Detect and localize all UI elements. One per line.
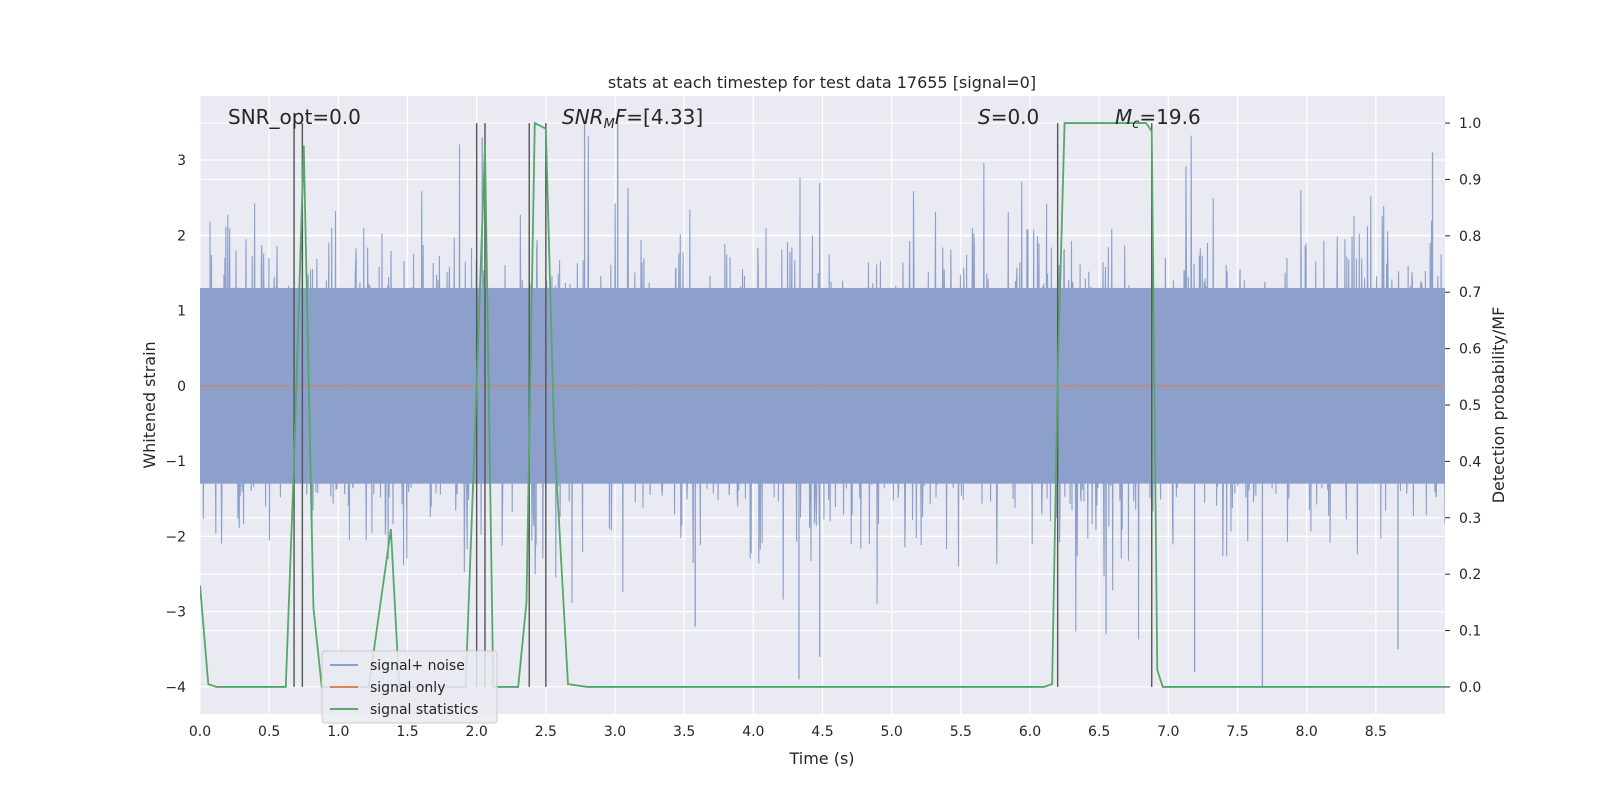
y-tick-label: −3	[165, 605, 186, 621]
x-tick-label: 5.0	[881, 724, 903, 740]
x-tick-label: 0.5	[258, 724, 280, 740]
annotation-mc: Mc=19.6	[1115, 105, 1201, 132]
legend: signal+ noise signal only signal statist…	[321, 650, 498, 724]
y-tick-label: −1	[165, 454, 186, 470]
y2-tick-label: 0.4	[1459, 454, 1481, 470]
snr-mf-subscript: M	[604, 117, 615, 132]
x-tick-label: 2.0	[466, 724, 488, 740]
y-tick-label: 3	[177, 153, 186, 169]
y2-tick-label: 0.9	[1459, 172, 1481, 188]
y2-tick-label: 0.2	[1459, 567, 1481, 583]
y2-tick-label: 0.1	[1459, 624, 1481, 640]
y-tick-label: −2	[165, 529, 186, 545]
y2-tick-label: 0.7	[1459, 285, 1481, 301]
legend-label-signal-noise: signal+ noise	[370, 658, 465, 674]
x-tick-label: 8.0	[1296, 724, 1318, 740]
x-tick-label: 2.5	[535, 724, 557, 740]
mc-symbol: M	[1115, 105, 1132, 129]
y2-tick-label: 0.3	[1459, 511, 1481, 527]
y2-tick-label: 1.0	[1459, 116, 1481, 132]
x-tick-label: 4.5	[811, 724, 833, 740]
y-tick-label: −4	[165, 680, 186, 696]
s-value: =0.0	[991, 105, 1040, 129]
x-tick-label: 5.5	[950, 724, 972, 740]
x-tick-label: 3.0	[604, 724, 626, 740]
snr-mf-f: F	[615, 105, 627, 129]
x-tick-label: 1.0	[327, 724, 349, 740]
x-tick-label: 7.0	[1157, 724, 1179, 740]
series-signal-statistics	[200, 121, 1445, 688]
annotation-s: S=0.0	[978, 105, 1039, 129]
y2-tick-label: 0.5	[1459, 398, 1481, 414]
legend-label-signal-statistics: signal statistics	[370, 702, 478, 718]
y-tick-label: 2	[177, 228, 186, 244]
s-symbol: S	[978, 105, 991, 129]
x-tick-label: 0.0	[189, 724, 211, 740]
x-tick-labels: 0.0 0.5 1.0 1.5 2.0 2.5 3.0 3.5 4.0 4.5 5.0 5.5 6.0 6…	[189, 724, 1387, 740]
y2-tick-labels: 1.0 0.9 0.8 0.7 0.6 0.5 0.4 0.3 0.2 0.1 0.0	[1445, 116, 1481, 696]
legend-label-signal-only: signal only	[370, 680, 445, 696]
x-tick-label: 4.0	[742, 724, 764, 740]
x-tick-label: 1.5	[396, 724, 418, 740]
x-tick-label: 6.0	[1019, 724, 1041, 740]
x-tick-label: 7.5	[1226, 724, 1248, 740]
y-tick-labels: 3 2 1 0 −1 −2 −3 −4	[165, 153, 186, 696]
chart-title: stats at each timestep for test data 176…	[608, 73, 1036, 92]
snr-mf-symbol: SNR	[562, 105, 604, 129]
y-tick-label: 1	[177, 304, 186, 320]
plot-area	[200, 121, 1445, 688]
y2-tick-label: 0.8	[1459, 229, 1481, 245]
y2-axis-title: Detection probability/MF	[1489, 307, 1508, 504]
mc-subscript: c	[1132, 117, 1139, 132]
x-tick-label: 3.5	[673, 724, 695, 740]
legend-box	[321, 650, 498, 724]
y-tick-label: 0	[177, 379, 186, 395]
x-tick-label: 6.5	[1088, 724, 1110, 740]
noise-trace	[200, 135, 1445, 640]
annotation-snr-mf: SNRMF=[4.33]	[562, 105, 703, 132]
y2-tick-label: 0.6	[1459, 342, 1481, 358]
mc-value: =19.6	[1139, 105, 1200, 129]
snr-mf-value: =[4.33]	[626, 105, 703, 129]
x-axis-title: Time (s)	[788, 749, 854, 768]
statistics-line	[200, 121, 1445, 688]
y2-tick-label: 0.0	[1459, 680, 1481, 696]
annotation-snr-opt: SNR_opt=0.0	[228, 105, 361, 129]
y-axis-title: Whitened strain	[140, 341, 159, 468]
x-tick-label: 8.5	[1365, 724, 1387, 740]
